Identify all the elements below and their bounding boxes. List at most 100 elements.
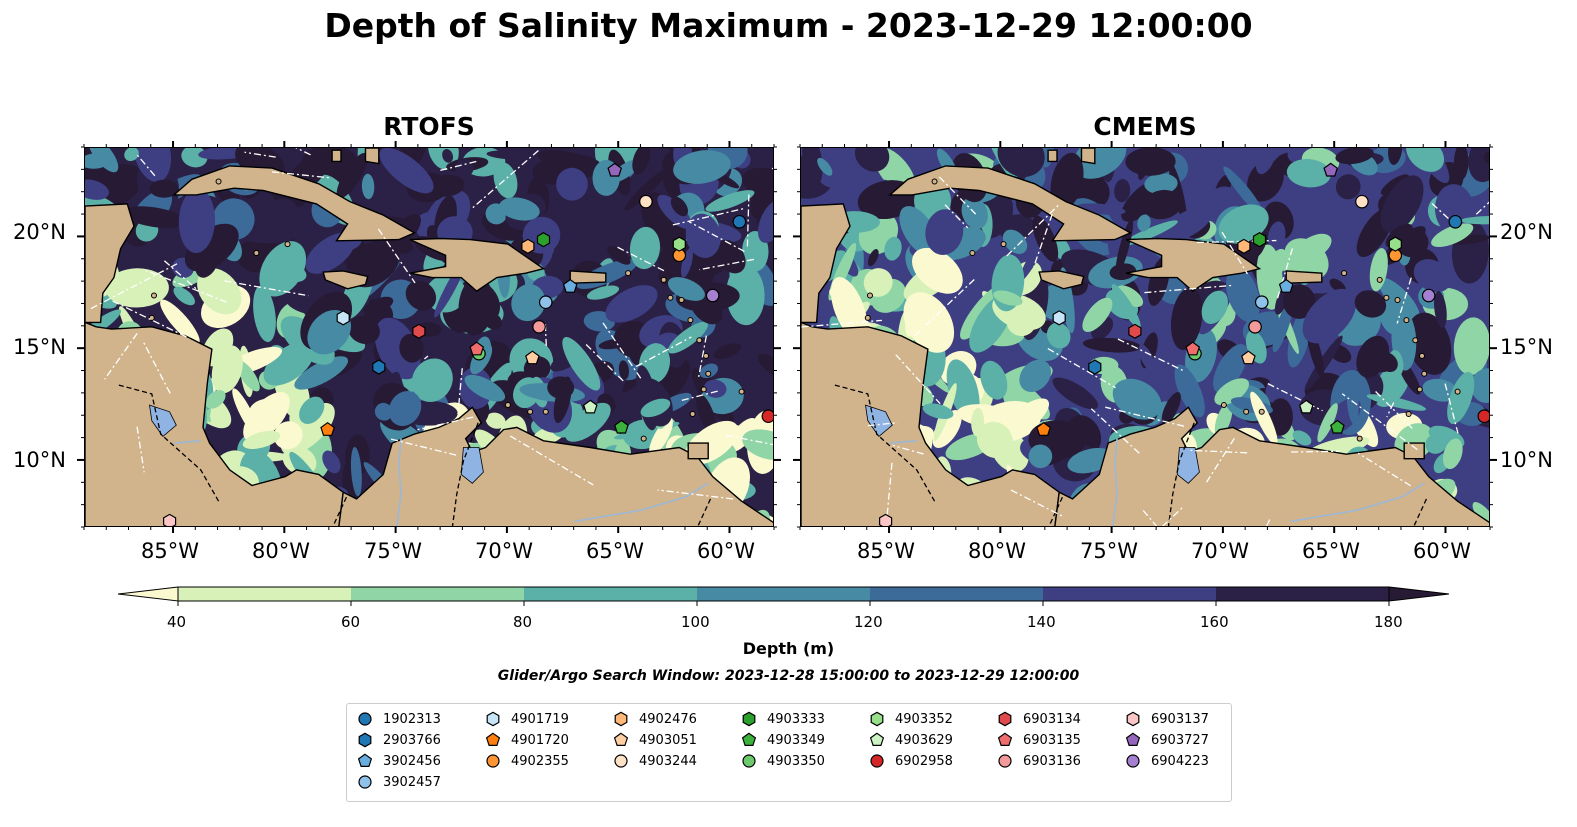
legend-label: 3902456 — [383, 753, 441, 769]
lon-label-60w: 60°W — [697, 539, 755, 563]
legend-label: 6903727 — [1151, 732, 1209, 748]
legend-marker-4903244 — [614, 754, 628, 768]
river — [396, 438, 402, 526]
panel-title-rtofs: RTOFS — [383, 112, 475, 141]
country-border — [1413, 498, 1428, 526]
circle-marker-icon — [1126, 754, 1140, 768]
landmass — [1403, 442, 1425, 460]
legend-label: 3902457 — [383, 774, 441, 790]
colorbar-tick-80: 80 — [513, 613, 533, 631]
float-marker-6903136 — [532, 320, 546, 334]
circle-marker-icon — [358, 775, 372, 789]
legend-marker-4903352 — [870, 711, 884, 727]
float-marker-6903727 — [1323, 162, 1339, 177]
river — [1290, 482, 1425, 523]
pentagon-marker-icon — [357, 753, 373, 767]
legend-item-4902476: 4902476 — [613, 710, 697, 728]
colorbar-label: Depth (m) — [742, 639, 835, 658]
legend-item-6903136: 6903136 — [997, 752, 1081, 770]
legend-marker-6902958 — [870, 754, 884, 768]
legend-marker-6903137 — [1126, 711, 1140, 727]
island — [700, 386, 707, 393]
legend-marker-4902355 — [486, 754, 500, 768]
legend: 1902313 2903766 3902456 3902457 4901719 49017… — [346, 703, 1232, 802]
island — [284, 241, 291, 248]
lat-label-20n: 20°N — [13, 220, 66, 244]
legend-label: 6903137 — [1151, 711, 1209, 727]
float-marker-4903352 — [672, 236, 686, 252]
float-marker-4901719 — [336, 310, 350, 326]
float-marker-3902457 — [538, 295, 553, 310]
legend-item-4903051: 4903051 — [613, 731, 697, 749]
colorbar-extend-high — [1388, 586, 1450, 602]
island — [1419, 352, 1425, 359]
legend-label: 4903349 — [767, 732, 825, 748]
lat-label-10n-right: 10°N — [1500, 448, 1553, 472]
lat-label-15n: 15°N — [13, 335, 66, 359]
lon-label-80w: 80°W — [252, 539, 310, 563]
lat-label-20n-right: 20°N — [1500, 220, 1553, 244]
float-marker-4903051 — [525, 350, 540, 365]
legend-item-2903766: 2903766 — [357, 731, 441, 749]
legend-marker-3902457 — [358, 775, 372, 789]
hexagon-marker-icon — [1126, 711, 1140, 727]
island — [151, 292, 157, 299]
island — [738, 388, 745, 395]
float-marker-2903766 — [372, 359, 386, 375]
island — [1416, 386, 1423, 393]
island — [1341, 270, 1348, 277]
float-markers — [879, 162, 1489, 526]
legend-label: 6902958 — [895, 753, 953, 769]
pentagon-marker-icon — [613, 732, 629, 746]
island — [867, 292, 873, 299]
colorbar-bin-2 — [524, 587, 697, 601]
float-marker-6904223 — [1421, 288, 1436, 303]
float-marker-6903137 — [163, 513, 177, 526]
colorbar-tick-160: 160 — [1200, 613, 1229, 631]
float-marker-6903134 — [1128, 323, 1142, 339]
lat-label-10n: 10°N — [13, 448, 66, 472]
island — [969, 250, 976, 257]
island — [1243, 408, 1250, 415]
lon-label-85w: 85°W — [141, 539, 199, 563]
map-rtofs — [85, 148, 773, 526]
legend-marker-6903727 — [1125, 732, 1141, 746]
legend-item-4903629: 4903629 — [869, 731, 953, 749]
legend-item-6902958: 6902958 — [869, 752, 953, 770]
legend-label: 6903134 — [1023, 711, 1081, 727]
legend-item-4903244: 4903244 — [613, 752, 697, 770]
landmass — [687, 442, 709, 460]
legend-label: 4903244 — [639, 753, 697, 769]
island — [1356, 435, 1363, 442]
float-marker-4901720 — [320, 421, 335, 436]
landmass — [801, 203, 851, 324]
legend-marker-4903333 — [742, 711, 756, 727]
circle-marker-icon — [486, 754, 500, 768]
float-marker-6903136 — [1248, 320, 1262, 334]
lon-label-60w-right: 60°W — [1413, 539, 1471, 563]
legend-item-4903333: 4903333 — [741, 710, 825, 728]
float-marker-4903349 — [1330, 419, 1345, 434]
legend-marker-6903134 — [998, 711, 1012, 727]
river — [1112, 438, 1118, 526]
float-marker-6903135 — [469, 341, 485, 356]
map-panel-cmems — [800, 147, 1490, 527]
hexagon-marker-icon — [358, 732, 372, 748]
lon-label-85w-right: 85°W — [857, 539, 915, 563]
colorbar-bin-4 — [870, 587, 1043, 601]
float-marker-4903244 — [1355, 194, 1369, 209]
colorbar-tick-100: 100 — [681, 613, 710, 631]
float-markers — [163, 162, 773, 526]
float-marker-4903629 — [1298, 399, 1314, 414]
map-cmems — [801, 148, 1489, 526]
river — [173, 440, 201, 444]
hexagon-marker-icon — [870, 711, 884, 727]
colorbar-extend-low — [117, 586, 179, 602]
island — [1394, 297, 1401, 303]
colorbar-bin-5 — [1043, 587, 1216, 601]
legend-marker-4903349 — [741, 732, 757, 746]
landmass — [1047, 149, 1058, 163]
legend-label: 2903766 — [383, 732, 441, 748]
landmass — [322, 270, 369, 290]
hexagon-marker-icon — [998, 711, 1012, 727]
